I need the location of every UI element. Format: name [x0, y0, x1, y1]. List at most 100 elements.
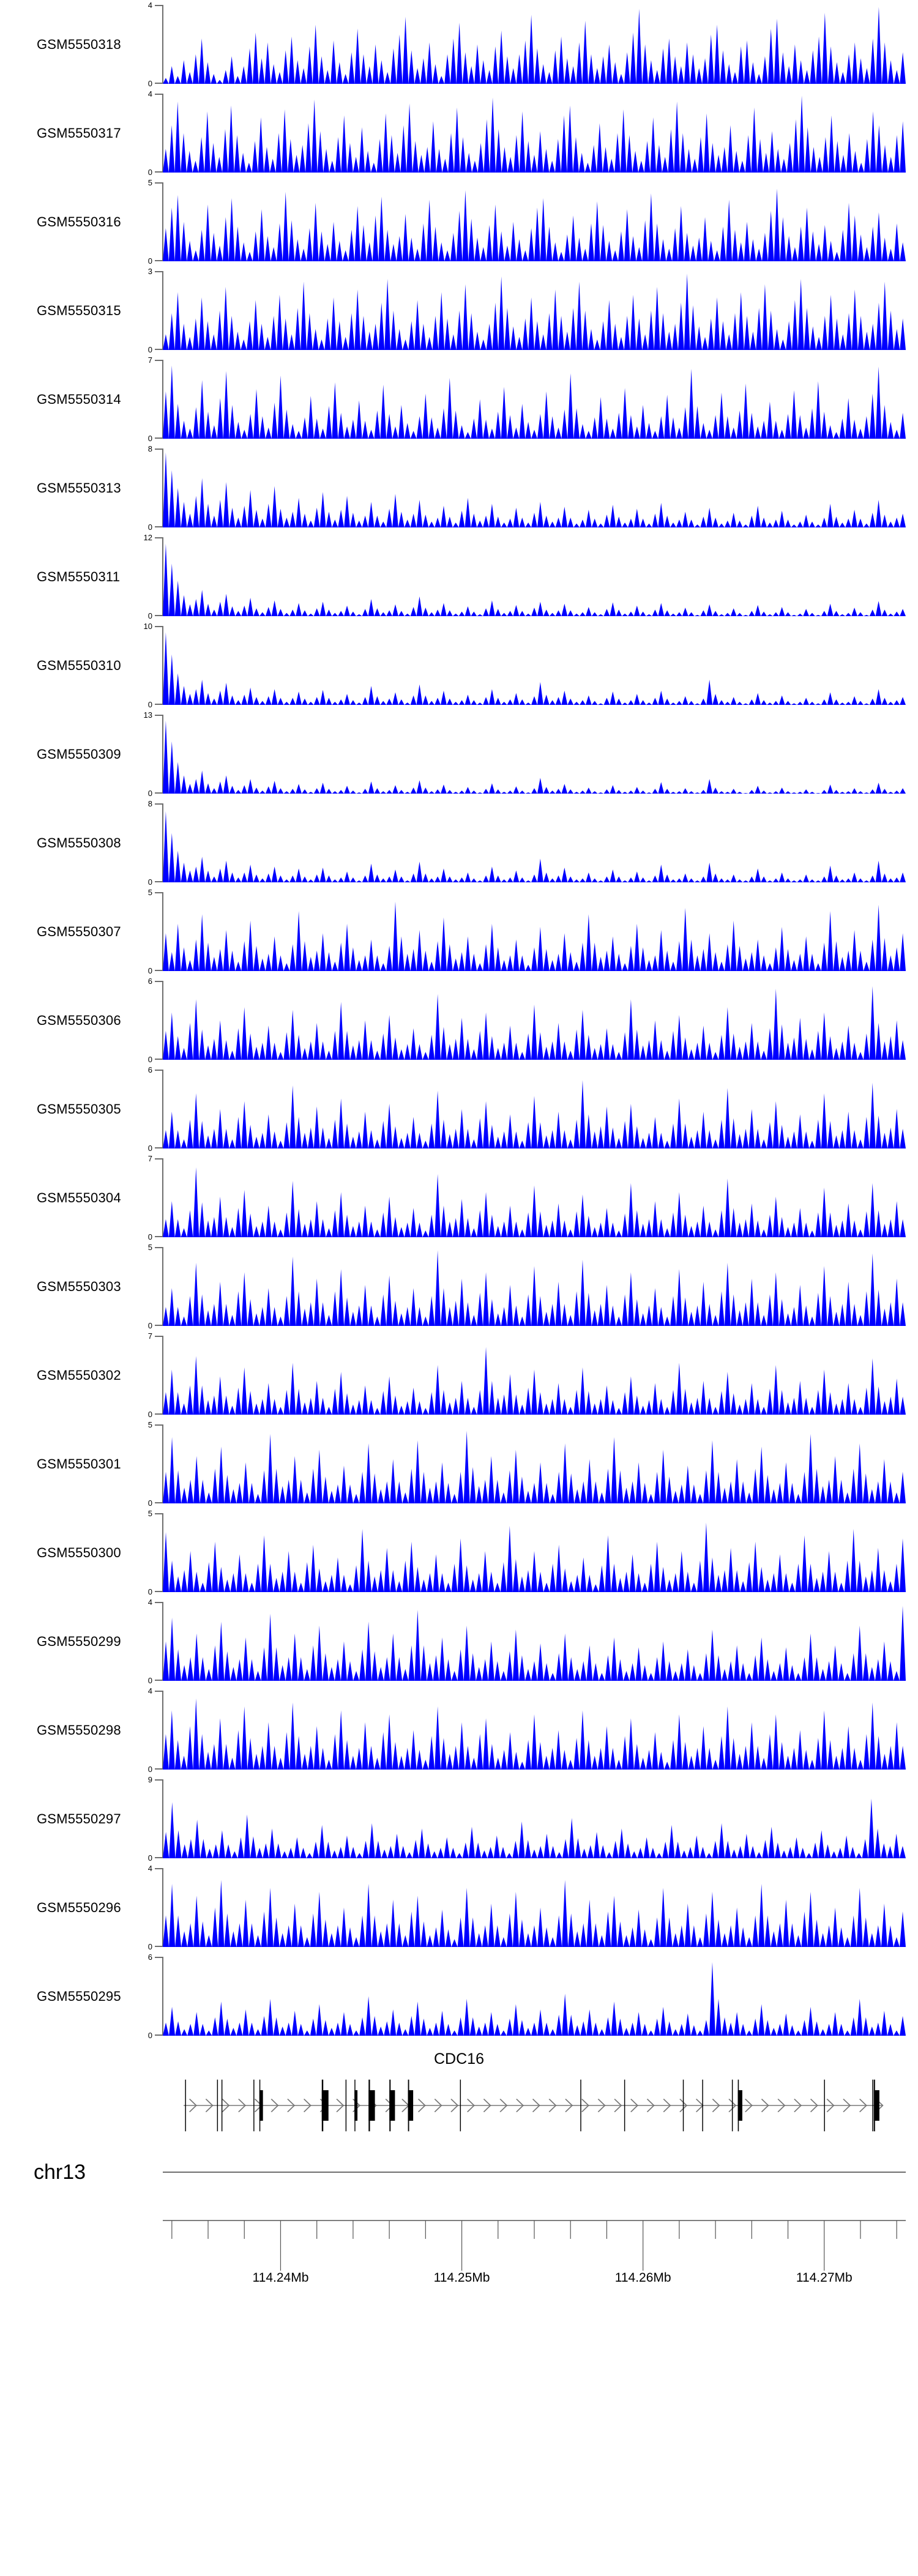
coverage-area: [163, 274, 906, 350]
y-axis-max-value: 7: [147, 1331, 152, 1341]
y-axis-tick-min: [155, 349, 163, 350]
strand-arrow-icon: [630, 2098, 639, 2113]
y-axis-tick-max: [155, 449, 163, 450]
coverage-plot[interactable]: [163, 1070, 906, 1148]
y-axis: 12 0: [144, 534, 163, 620]
strand-arrow-icon: [826, 2098, 835, 2113]
coverage-area: [163, 1698, 906, 1770]
strand-arrow-icon: [728, 2098, 737, 2113]
y-axis-line: [162, 1779, 163, 1858]
coverage-plot[interactable]: [163, 803, 906, 882]
coverage-plot[interactable]: [163, 94, 906, 173]
track-label: GSM5550313: [37, 480, 121, 496]
strand-arrow-icon: [238, 2098, 247, 2113]
gene-model-canvas[interactable]: [163, 2076, 906, 2135]
y-axis-line: [162, 94, 163, 173]
coverage-plot[interactable]: [163, 182, 906, 261]
y-axis-tick-max: [155, 271, 163, 272]
y-axis-min-value: 0: [147, 1410, 152, 1419]
y-axis-min-value: 0: [147, 1765, 152, 1774]
strand-arrow-icon: [499, 2098, 508, 2113]
coverage-plot[interactable]: [163, 1158, 906, 1237]
y-axis-tick-max: [155, 715, 163, 716]
exon-boundary: [624, 2079, 625, 2132]
y-axis-tick-min: [155, 83, 163, 84]
exon-block[interactable]: [368, 2090, 375, 2121]
strand-arrow-icon: [483, 2098, 491, 2113]
coverage-plot[interactable]: [163, 715, 906, 794]
coverage-plot[interactable]: [163, 449, 906, 527]
coverage-plot[interactable]: [163, 892, 906, 971]
coverage-plot[interactable]: [163, 1868, 906, 1947]
coverage-plot[interactable]: [163, 626, 906, 705]
y-axis-min-value: 0: [147, 1055, 152, 1064]
coverage-plot[interactable]: [163, 5, 906, 84]
y-axis-max-value: 7: [147, 356, 152, 365]
y-axis-max-value: 13: [143, 710, 152, 720]
coverage-plot[interactable]: [163, 1779, 906, 1858]
coverage-area: [163, 1431, 906, 1503]
y-axis-tick-max: [155, 1868, 163, 1869]
y-axis-line: [162, 892, 163, 971]
y-axis-tick-min: [155, 1236, 163, 1237]
coverage-area: [163, 1962, 906, 2036]
strand-arrow-icon: [646, 2098, 655, 2113]
coverage-plot[interactable]: [163, 537, 906, 616]
y-axis-max-value: 4: [147, 1, 152, 10]
y-axis-tick-max: [155, 360, 163, 361]
coverage-track: GSM5550296 4 0: [0, 1863, 918, 1952]
y-axis-line: [162, 1247, 163, 1326]
y-axis-tick-min: [155, 704, 163, 705]
exon-block[interactable]: [873, 2090, 879, 2121]
coverage-track: GSM5550306 6 0: [0, 976, 918, 1065]
y-axis-min-value: 0: [147, 1144, 152, 1153]
exon-block[interactable]: [354, 2090, 358, 2121]
strand-arrow-icon: [271, 2098, 279, 2113]
y-axis-min-value: 0: [147, 611, 152, 620]
genome-axis-canvas[interactable]: 114.24Mb 114.25Mb 114.26Mb 114.27Mb: [163, 2218, 906, 2310]
y-axis-min-value: 0: [147, 523, 152, 532]
coverage-plot[interactable]: [163, 1247, 906, 1326]
coverage-plot[interactable]: [163, 271, 906, 350]
exon-block[interactable]: [259, 2090, 263, 2121]
coverage-area: [163, 632, 906, 705]
coverage-area: [163, 720, 906, 794]
y-axis-tick-max: [155, 1070, 163, 1071]
coverage-plot[interactable]: [163, 981, 906, 1060]
exon-block[interactable]: [408, 2090, 414, 2121]
gene-model-track: CDC16: [0, 2041, 918, 2145]
y-axis-max-value: 5: [147, 1243, 152, 1252]
coverage-plot[interactable]: [163, 1602, 906, 1681]
coverage-plot[interactable]: [163, 1424, 906, 1503]
y-axis-max-value: 5: [147, 178, 152, 187]
exon-block[interactable]: [737, 2090, 742, 2121]
coverage-plot[interactable]: [163, 1336, 906, 1415]
track-label: GSM5550310: [37, 657, 121, 673]
exon-boundary: [217, 2079, 218, 2132]
track-label: GSM5550318: [37, 36, 121, 52]
coverage-track: GSM5550313 8 0: [0, 444, 918, 532]
coverage-track: GSM5550318 4 0: [0, 0, 918, 89]
y-axis-tick-max: [155, 1513, 163, 1514]
coverage-plot[interactable]: [163, 1513, 906, 1592]
track-label: GSM5550296: [37, 1899, 121, 1915]
track-label: GSM5550297: [37, 1811, 121, 1826]
y-axis-line: [162, 271, 163, 350]
y-axis-tick-max: [155, 1779, 163, 1781]
coverage-plot[interactable]: [163, 1957, 906, 2036]
exon-block[interactable]: [389, 2090, 395, 2121]
coverage-track: GSM5550317 4 0: [0, 89, 918, 177]
coverage-plot[interactable]: [163, 360, 906, 439]
coverage-plot[interactable]: [163, 1691, 906, 1770]
y-axis-tick-min: [155, 792, 163, 794]
y-axis-max-value: 5: [147, 1509, 152, 1518]
exon-block[interactable]: [321, 2090, 329, 2121]
strand-arrow-icon: [614, 2098, 622, 2113]
